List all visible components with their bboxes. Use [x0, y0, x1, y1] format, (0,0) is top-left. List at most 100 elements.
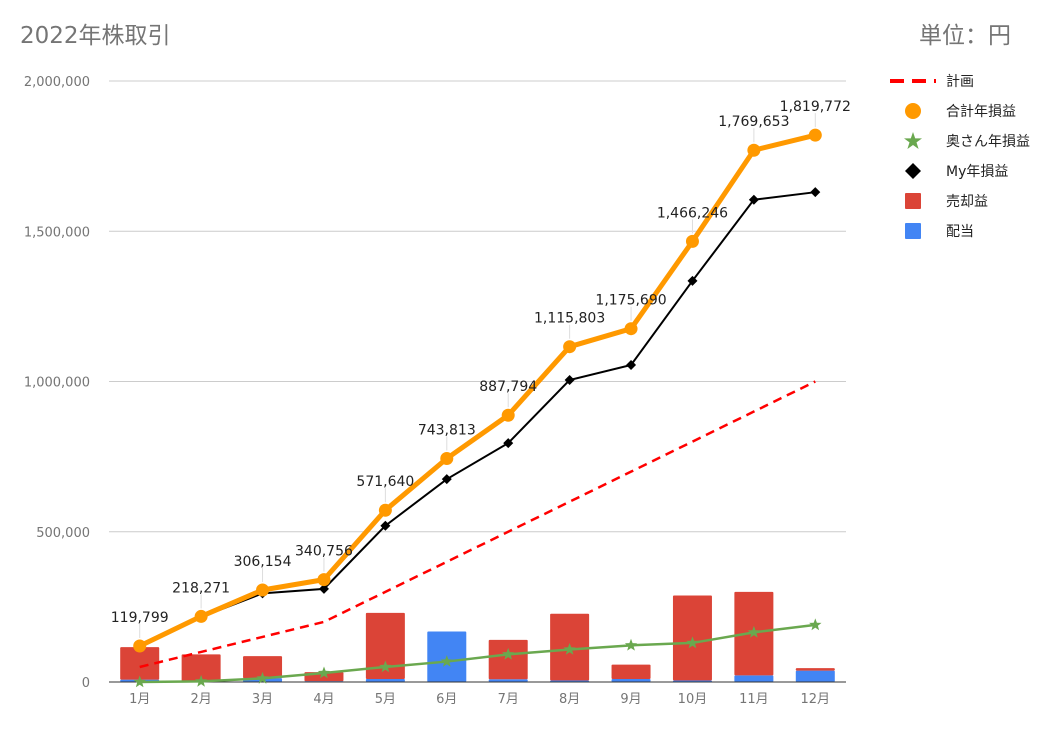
- marker-total: [685, 234, 699, 248]
- legend-label-total: 合計年損益: [946, 104, 1016, 120]
- marker-wife: [440, 655, 453, 667]
- marker-wife: [809, 618, 822, 631]
- x-tick-label: 10月: [678, 692, 708, 707]
- marker-total: [808, 128, 822, 142]
- legend-item-my: My年損益: [890, 156, 1030, 186]
- x-tick-label: 7月: [498, 692, 519, 707]
- line-total: [138, 132, 816, 649]
- marker-my: [380, 520, 391, 531]
- circle-icon: [890, 101, 936, 121]
- legend-label-wife: 奥さん年損益: [946, 134, 1030, 150]
- marker-my: [626, 359, 637, 370]
- data-label-total: 887,794: [479, 379, 537, 395]
- data-label-total: 571,640: [356, 474, 414, 490]
- legend-item-plan: 計画: [890, 66, 1030, 96]
- data-label-total: 1,769,653: [718, 114, 789, 130]
- marker-total: [440, 451, 454, 465]
- y-tick-label: 2,000,000: [24, 75, 90, 90]
- marker-total: [317, 573, 331, 587]
- bar-dividend: [611, 678, 651, 682]
- legend-label-plan: 計画: [946, 74, 974, 90]
- marker-my: [810, 187, 821, 198]
- data-label-total: 743,813: [418, 422, 476, 438]
- square-icon: [890, 221, 936, 241]
- data-label-total: 119,799: [111, 610, 169, 626]
- marker-my: [503, 438, 514, 449]
- x-tick-label: 5月: [375, 692, 396, 707]
- marker-total: [624, 322, 638, 336]
- marker-total: [133, 639, 147, 653]
- y-tick-label: 1,000,000: [24, 376, 90, 391]
- legend-label-my: My年損益: [946, 164, 1009, 180]
- marker-total: [256, 583, 270, 597]
- marker-wife: [686, 636, 699, 649]
- marker-wife: [256, 671, 269, 684]
- x-tick-label: 2月: [190, 692, 211, 707]
- diamond-icon: [890, 161, 936, 181]
- bar-dividend: [734, 675, 774, 682]
- data-label-total: 340,756: [295, 544, 353, 560]
- bar-dividend: [795, 670, 835, 682]
- marker-my: [687, 275, 698, 286]
- marker-total: [378, 503, 392, 517]
- dashed-line-icon: [890, 71, 936, 91]
- data-label-total: 1,175,690: [595, 293, 666, 309]
- bar-dividend: [365, 678, 405, 682]
- marker-wife: [133, 675, 146, 688]
- bar-sales: [120, 647, 160, 680]
- legend-item-wife: 奥さん年損益: [890, 126, 1030, 156]
- chart-title: 2022年株取引: [20, 23, 171, 49]
- legend-item-sales: 売却益: [890, 186, 1030, 216]
- square-icon: [890, 191, 936, 211]
- legend-item-dividend: 配当: [890, 216, 1030, 246]
- marker-wife: [194, 674, 208, 687]
- marker-wife: [317, 666, 331, 679]
- bar-sales: [488, 639, 528, 680]
- marker-wife: [379, 660, 392, 673]
- bar-sales: [611, 664, 651, 679]
- bar-sales: [181, 654, 221, 682]
- data-label-total: 306,154: [234, 554, 292, 570]
- star-icon: [890, 131, 936, 151]
- legend-label-sales: 売却益: [946, 194, 988, 210]
- marker-my: [441, 474, 452, 485]
- marker-wife: [624, 638, 638, 651]
- x-tick-label: 3月: [252, 692, 273, 707]
- y-tick-label: 500,000: [36, 526, 90, 541]
- data-label-total: 218,271: [172, 580, 230, 596]
- x-tick-label: 6月: [436, 692, 457, 707]
- legend-item-total: 合計年損益: [890, 96, 1030, 126]
- marker-total: [563, 340, 577, 354]
- bar-sales: [795, 668, 835, 671]
- data-label-total: 1,819,772: [780, 99, 851, 115]
- marker-wife: [563, 643, 576, 655]
- bar-dividend: [488, 679, 528, 682]
- line-wife: [139, 623, 816, 684]
- x-tick-label: 11月: [739, 692, 769, 707]
- data-label-total: 1,115,803: [534, 311, 605, 327]
- marker-total: [747, 143, 761, 157]
- marker-total: [194, 609, 208, 623]
- x-tick-label: 12月: [801, 692, 831, 707]
- x-tick-label: 1月: [129, 692, 150, 707]
- marker-my: [318, 583, 329, 594]
- y-tick-label: 0: [82, 676, 90, 691]
- marker-wife: [747, 625, 761, 638]
- data-label-total: 1,466,246: [657, 205, 728, 221]
- legend: 計画 合計年損益 奥さん年損益 My年損益 売却益 配当: [890, 66, 1030, 246]
- line-my: [139, 191, 816, 648]
- bar-sales: [365, 612, 405, 679]
- legend-label-dividend: 配当: [946, 224, 974, 240]
- line-plan: [139, 380, 816, 669]
- x-tick-label: 9月: [620, 692, 641, 707]
- bar-sales: [243, 656, 283, 679]
- x-tick-label: 4月: [313, 692, 334, 707]
- marker-wife: [502, 647, 515, 660]
- x-tick-label: 8月: [559, 692, 580, 707]
- marker-total: [501, 408, 515, 422]
- marker-my: [748, 194, 759, 205]
- marker-my: [564, 374, 575, 385]
- unit-label: 単位：円: [919, 23, 1011, 49]
- y-tick-label: 1,500,000: [24, 225, 90, 240]
